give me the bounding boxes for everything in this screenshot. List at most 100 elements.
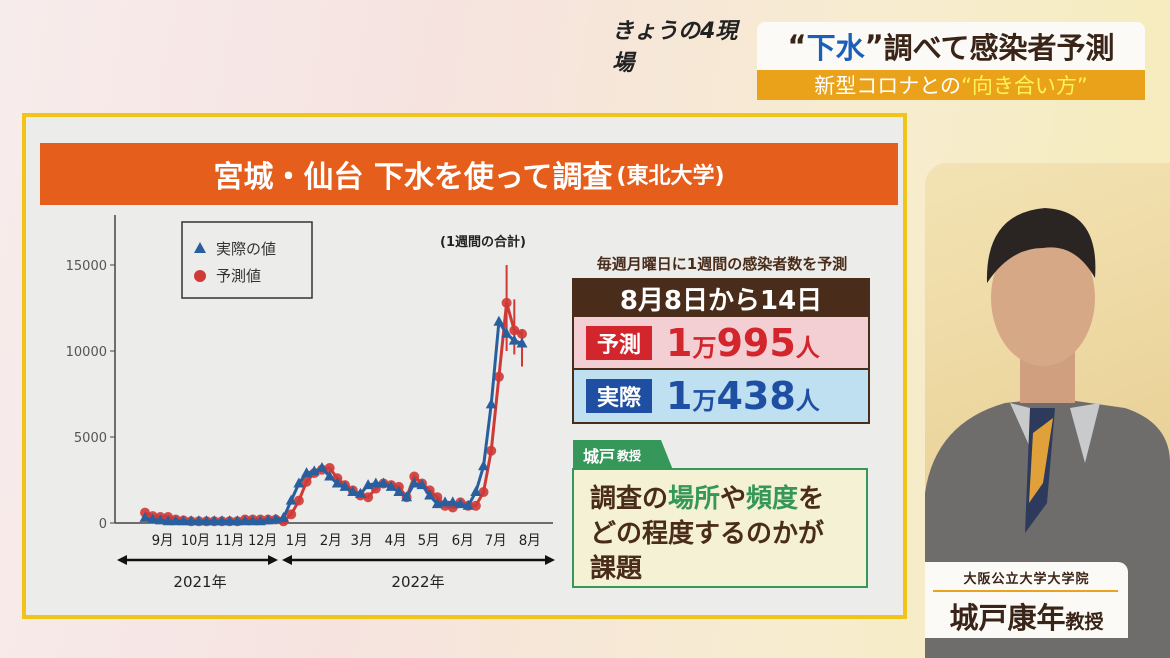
- actual-point: [393, 486, 405, 497]
- headline-highlight: 下水: [806, 31, 865, 65]
- actual-point: [462, 499, 474, 510]
- actual-point: [316, 461, 328, 472]
- predicted-point: [517, 328, 527, 339]
- actual-man: 1: [666, 374, 693, 418]
- subheadline-text: 新型コロナとの: [814, 74, 962, 98]
- comment-box: 調査の場所や頻度を どの程度するのかが 課題: [572, 468, 868, 588]
- year-2021-arrow-head-left: [117, 555, 127, 565]
- legend-predicted: 予測値: [216, 267, 261, 285]
- actual-point: [277, 511, 289, 522]
- legend-circle-icon: [194, 270, 206, 282]
- predicted-row: 予測 1万995人: [574, 317, 868, 368]
- x-tick-label: 1月: [286, 533, 308, 549]
- actual-point: [454, 498, 466, 509]
- actual-point: [493, 315, 505, 326]
- comment-text: を: [798, 484, 825, 514]
- x-tick-label: 7月: [485, 533, 507, 549]
- predicted-point: [501, 297, 512, 308]
- comment-highlight: 頻度: [746, 484, 799, 514]
- predicted-point: [409, 471, 420, 482]
- x-tick-label: 3月: [351, 533, 373, 549]
- forecast-caption: 毎週月曜日に1週間の感染者数を予測: [596, 255, 848, 273]
- predicted-label: 予測: [586, 325, 652, 360]
- comment-speaker-tab: 城戸 教授: [573, 440, 673, 470]
- comment-speaker-title: 教授: [617, 448, 642, 463]
- presenter-title: 教授: [1065, 611, 1104, 633]
- year-2022-arrow-head-left: [282, 555, 292, 565]
- y-tick-label: 5000: [74, 431, 107, 446]
- forecast-box: 8月8日から14日 予測 1万995人 実際 1万438人: [572, 278, 870, 424]
- chart-series: [139, 265, 528, 527]
- actual-point: [347, 486, 359, 497]
- actual-row: 実際 1万438人: [574, 370, 868, 422]
- y-tick-label: 15000: [66, 259, 107, 274]
- x-tick-label: 8月: [519, 533, 541, 549]
- actual-point: [370, 477, 382, 488]
- forecast-period: 8月8日から14日: [619, 286, 823, 316]
- headline: “下水” 調べて感染者予測: [757, 22, 1145, 70]
- actual-point: [508, 334, 520, 345]
- actual-point: [354, 487, 366, 498]
- actual-point: [139, 511, 151, 522]
- actual-unit: 人: [795, 387, 820, 415]
- nameplate-divider: [933, 590, 1118, 592]
- actual-point: [324, 470, 336, 481]
- actual-point: [401, 491, 413, 502]
- actual-point: [416, 479, 428, 490]
- chart-axes: [114, 215, 555, 565]
- actual-point: [254, 515, 266, 526]
- actual-point: [385, 480, 397, 491]
- subheadline-highlight: “向き合い方”: [961, 74, 1088, 98]
- actual-point: [424, 489, 436, 500]
- predicted-point: [363, 492, 374, 503]
- actual-point: [162, 515, 174, 526]
- y-tick-label: 10000: [66, 345, 107, 360]
- actual-point: [177, 515, 189, 526]
- actual-point: [201, 515, 213, 526]
- actual-point: [247, 515, 259, 526]
- actual-point: [485, 398, 497, 409]
- predicted-point: [493, 371, 504, 382]
- comment-text: や: [720, 484, 747, 514]
- year-2021-arrow-head-right: [268, 555, 278, 565]
- actual-point: [331, 477, 343, 488]
- x-tick-label: 2月: [320, 533, 342, 549]
- legend-box: [181, 221, 313, 299]
- predicted-point: [478, 487, 489, 498]
- x-tick-label: 5月: [418, 533, 440, 549]
- predicted-point: [301, 476, 312, 487]
- actual-man-unit: 万: [692, 387, 717, 415]
- subheadline: 新型コロナとの “向き合い方”: [757, 70, 1145, 100]
- chart-annotation: (1週間の合計): [440, 234, 526, 250]
- quote-open: “: [787, 29, 807, 63]
- predicted-man: 1: [666, 320, 693, 365]
- comment-text: 調査の: [590, 484, 669, 514]
- comment-text: どの程度するのかが: [590, 519, 825, 549]
- actual-point: [224, 515, 236, 526]
- predicted-point: [324, 462, 335, 473]
- legend-triangle-icon: [194, 242, 206, 253]
- actual-point: [293, 477, 305, 488]
- year-2022-arrow-head-right: [545, 555, 555, 565]
- series-line-circle: [144, 302, 523, 523]
- actual-point: [154, 514, 166, 525]
- predicted-rest: 995: [716, 320, 796, 365]
- actual-point: [239, 515, 251, 526]
- x-tick-label: 4月: [385, 533, 407, 549]
- actual-point: [408, 477, 420, 488]
- actual-point: [339, 480, 351, 491]
- cases-chart: 0 5000 10000 15000 9月 10月 11月 12月 1月 2月 3月 4月 5月 6月 7月…: [66, 215, 555, 591]
- predicted-point: [486, 445, 497, 456]
- actual-value: 1万438人: [666, 374, 820, 418]
- actual-point: [231, 515, 243, 526]
- legend-actual: 実際の値: [216, 240, 276, 258]
- actual-point: [170, 515, 182, 526]
- actual-point: [147, 513, 159, 524]
- chart-legend: 実際の値 予測値: [181, 221, 313, 299]
- presenter-name: 城戸康年教授: [925, 595, 1128, 637]
- nameplate: 大阪公立大学大学院 城戸康年教授: [925, 562, 1128, 638]
- actual-point: [447, 496, 459, 507]
- x-tick-label: 9月: [152, 533, 174, 549]
- actual-point: [262, 514, 274, 525]
- actual-point: [439, 496, 451, 507]
